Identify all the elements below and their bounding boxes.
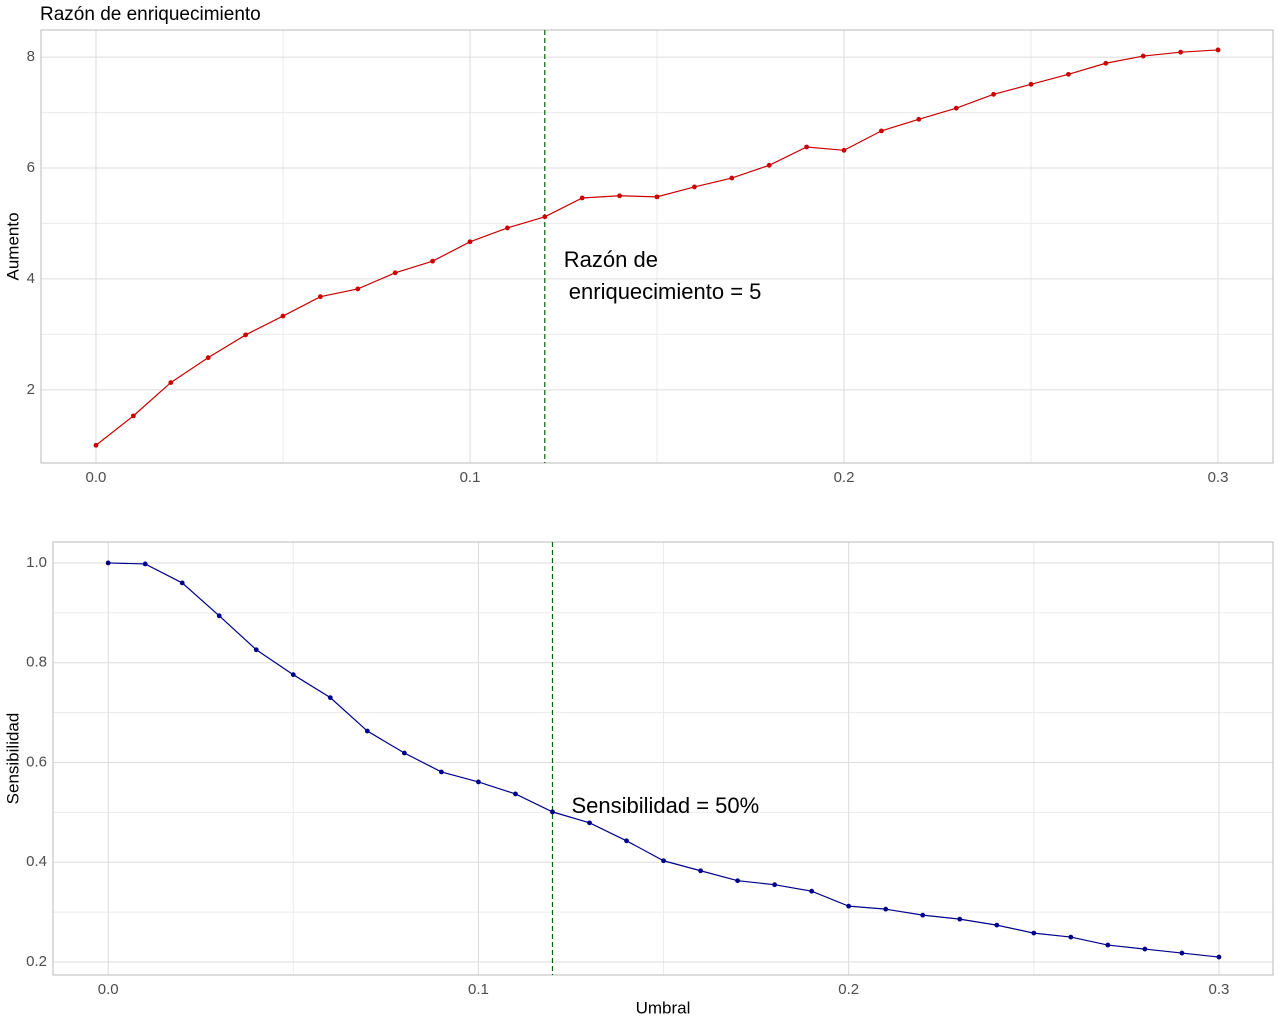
data-point xyxy=(179,580,185,586)
data-point xyxy=(1215,47,1221,53)
data-point xyxy=(654,194,660,200)
data-point xyxy=(93,442,99,448)
y-axis-label: Aumento xyxy=(3,212,22,280)
y-tick-label: 2 xyxy=(27,381,35,398)
chart-title: Razón de enriquecimiento xyxy=(40,4,261,25)
x-axis-label: Umbral xyxy=(636,998,691,1017)
data-point xyxy=(542,214,548,220)
data-point xyxy=(168,380,174,386)
data-point xyxy=(130,413,136,419)
data-point xyxy=(698,868,703,874)
y-tick-label: 1.0 xyxy=(26,554,47,571)
data-point xyxy=(216,613,222,619)
data-point xyxy=(1216,954,1222,960)
data-point xyxy=(1031,930,1037,936)
data-point xyxy=(504,225,510,231)
data-point xyxy=(1179,950,1185,956)
x-tick-label: 0.3 xyxy=(1208,469,1229,486)
data-point xyxy=(729,175,735,181)
data-point xyxy=(624,838,629,844)
data-point xyxy=(920,912,926,918)
data-point xyxy=(467,239,473,245)
data-point xyxy=(513,791,518,797)
data-point xyxy=(1140,53,1146,59)
panel-border xyxy=(40,29,1274,464)
data-point xyxy=(841,147,847,153)
data-point xyxy=(883,906,889,912)
annotation: Sensibilidad = 50% xyxy=(571,793,759,818)
x-tick-label: 0.3 xyxy=(1209,981,1230,998)
data-point xyxy=(430,258,435,264)
y-tick-label: 4 xyxy=(27,270,35,287)
data-point xyxy=(401,750,407,756)
data-point xyxy=(205,355,211,361)
data-point xyxy=(105,560,111,566)
data-point xyxy=(804,144,810,150)
data-point xyxy=(846,903,852,909)
y-tick-label: 6 xyxy=(27,159,35,176)
data-point xyxy=(1103,60,1109,66)
data-point xyxy=(476,779,481,785)
data-point xyxy=(916,116,922,122)
data-point xyxy=(1105,942,1111,948)
data-point xyxy=(957,916,963,922)
data-point xyxy=(550,809,555,815)
data-point xyxy=(1066,71,1071,77)
data-point xyxy=(661,858,666,864)
data-point xyxy=(766,162,772,168)
data-point xyxy=(953,105,959,111)
data-point xyxy=(809,888,815,894)
y-axis-label: Sensibilidad xyxy=(3,713,22,805)
data-point xyxy=(879,128,884,134)
data-point xyxy=(364,728,370,734)
panel-border xyxy=(52,541,1274,976)
x-tick-label: 0.2 xyxy=(838,981,859,998)
data-point xyxy=(142,561,148,567)
y-tick-label: 0.8 xyxy=(26,654,47,671)
data-point xyxy=(991,91,997,97)
y-tick-label: 0.6 xyxy=(26,753,47,770)
data-point xyxy=(587,820,592,826)
data-point xyxy=(994,922,1000,928)
x-tick-label: 0.1 xyxy=(460,469,481,486)
data-point xyxy=(290,672,296,678)
x-tick-label: 0.0 xyxy=(86,469,107,486)
data-point xyxy=(579,195,585,201)
data-point xyxy=(692,184,697,190)
data-point xyxy=(317,294,323,300)
data-point xyxy=(439,769,444,775)
data-point xyxy=(617,193,622,199)
x-tick-label: 0.2 xyxy=(834,469,855,486)
y-tick-label: 0.4 xyxy=(26,853,47,870)
x-tick-label: 0.1 xyxy=(468,981,489,998)
data-point xyxy=(1142,946,1148,952)
data-point xyxy=(1028,81,1034,87)
data-point xyxy=(772,882,778,888)
data-point xyxy=(327,695,333,701)
y-tick-label: 0.2 xyxy=(26,953,47,970)
y-tick-label: 8 xyxy=(27,48,35,65)
data-point xyxy=(1178,49,1184,55)
annotation: enriquecimiento = 5 xyxy=(569,279,762,304)
data-point xyxy=(253,647,259,653)
data-point xyxy=(735,878,741,884)
annotation: Razón de xyxy=(564,247,658,272)
data-point xyxy=(243,332,248,338)
data-point xyxy=(355,286,361,292)
x-tick-label: 0.0 xyxy=(98,981,119,998)
data-point xyxy=(392,270,398,276)
data-point xyxy=(1068,934,1074,940)
data-point xyxy=(280,313,286,319)
